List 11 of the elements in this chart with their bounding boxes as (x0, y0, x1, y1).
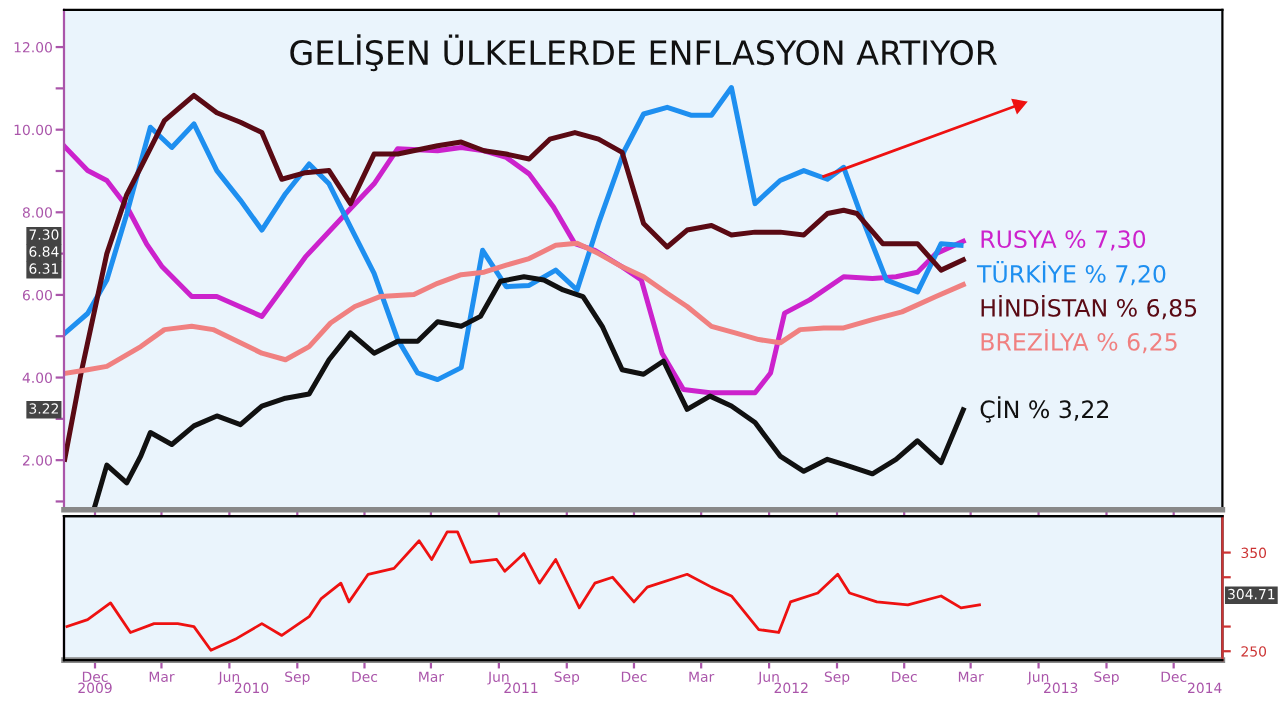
line-series (64, 92, 966, 462)
series-label: ÇİN % 3,22 (980, 396, 1109, 423)
line-series (65, 530, 981, 652)
text: BREZİLYA % 6,25 (981, 328, 1177, 354)
series-label: RUSYA % 7,30 (981, 230, 1146, 251)
line-series (64, 85, 964, 383)
line-series (92, 274, 966, 509)
text: GELİŞEN ÜLKELERDE ENFLASYON ARTIYOR (290, 34, 997, 72)
series-label: TÜRKİYE % 7,20 (976, 260, 1166, 286)
series-label: HİNDİSTAN % 6,85 (981, 294, 1197, 320)
line-series (64, 240, 966, 376)
